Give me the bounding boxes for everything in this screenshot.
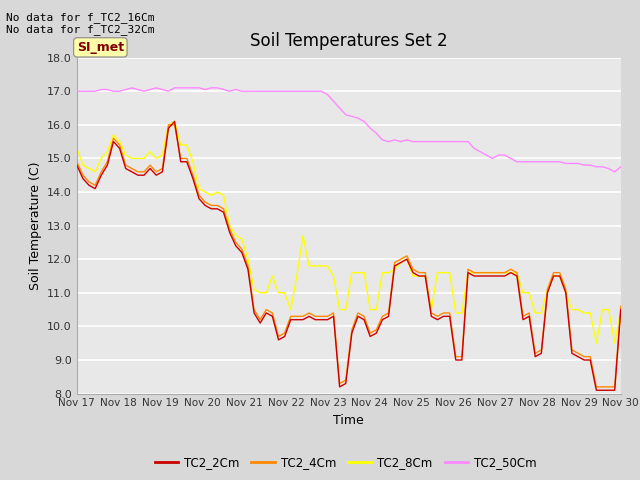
Text: No data for f_TC2_32Cm: No data for f_TC2_32Cm	[6, 24, 155, 35]
Text: SI_met: SI_met	[77, 41, 124, 54]
Legend: TC2_2Cm, TC2_4Cm, TC2_8Cm, TC2_50Cm: TC2_2Cm, TC2_4Cm, TC2_8Cm, TC2_50Cm	[150, 452, 541, 474]
X-axis label: Time: Time	[333, 414, 364, 427]
Title: Soil Temperatures Set 2: Soil Temperatures Set 2	[250, 33, 447, 50]
Text: No data for f_TC2_16Cm: No data for f_TC2_16Cm	[6, 12, 155, 23]
Y-axis label: Soil Temperature (C): Soil Temperature (C)	[29, 161, 42, 290]
